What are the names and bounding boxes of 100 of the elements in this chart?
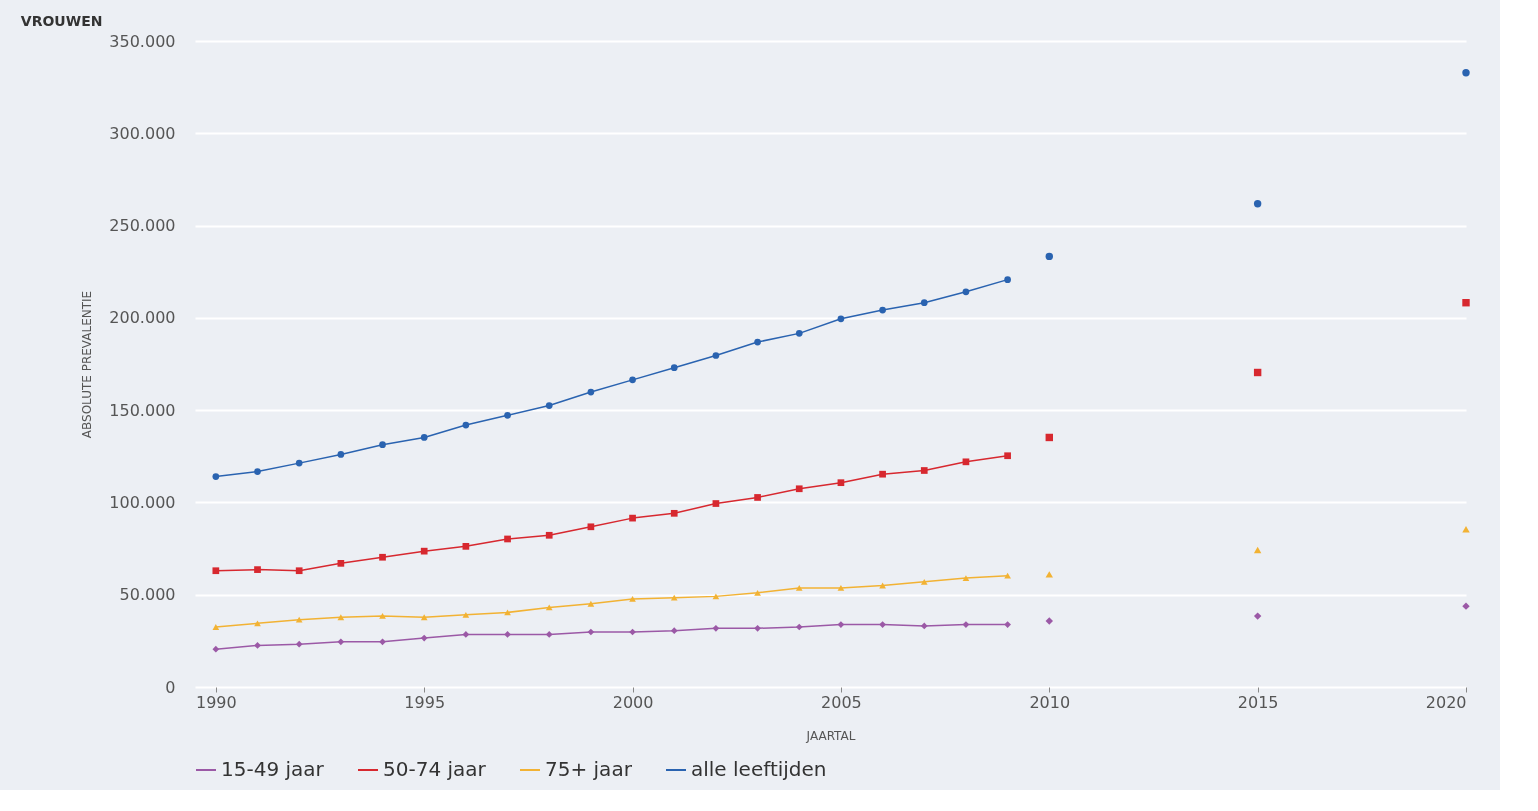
point [379,553,386,561]
point [754,589,761,596]
point [212,567,220,575]
point [337,451,345,458]
y-tick-label: 0 [165,677,176,697]
point [254,468,261,475]
point [754,494,761,501]
point [1004,452,1011,460]
point [795,485,803,493]
point [1004,276,1011,283]
legend-label: alle leeftijden [691,757,827,781]
point [1004,621,1011,628]
point [754,624,761,632]
point [879,306,886,314]
x-tick-label: 1995 [404,692,446,712]
point [379,613,386,619]
point [670,627,678,635]
point [462,631,470,638]
x-tick-label: 2010 [1029,692,1071,712]
point [295,640,303,648]
point [962,575,970,582]
y-tick-label: 100.000 [109,492,176,512]
point [670,509,678,517]
point [1462,299,1470,307]
point [545,402,553,409]
point [837,621,845,628]
point [420,434,428,441]
point [212,624,220,630]
point [420,614,428,621]
point [629,596,636,602]
text: VROUWEN [20,13,103,29]
y-tick-label: 250.000 [109,216,176,236]
point [879,470,886,478]
x-tick-label: 2000 [612,692,654,712]
point [295,459,303,467]
point [254,620,261,627]
point [1253,200,1262,208]
point [462,543,470,550]
x-tick-label: 1990 [195,692,237,712]
point [254,566,261,573]
point [337,614,345,621]
point [587,628,595,636]
y-tick-label: 150.000 [109,400,176,420]
point [295,616,303,623]
point [670,594,678,601]
point [629,376,636,384]
point [629,514,636,522]
point [795,623,803,631]
y-tick-label: 350.000 [109,31,176,51]
point [379,441,386,449]
point [1045,617,1053,625]
point [837,479,845,487]
point [587,523,595,531]
point [295,567,303,575]
point [212,473,220,480]
point [379,638,386,646]
point [712,624,720,632]
point [837,584,845,591]
point [1253,612,1262,620]
point [962,458,970,466]
point [254,642,261,649]
point [545,631,553,638]
point [1045,252,1053,261]
legend-label: 75+ jaar [545,757,633,781]
y-tick-label: 300.000 [109,123,176,143]
point [504,535,511,543]
point [504,411,511,419]
point [879,621,886,628]
x-tick-label: 2005 [821,692,862,712]
point [212,645,220,653]
point [712,500,720,507]
x-tick-label: 2015 [1237,692,1279,712]
point [1004,572,1011,579]
point [712,352,720,359]
point [670,364,678,372]
point [837,315,845,323]
point [1045,571,1053,578]
point [920,622,928,630]
point [462,421,470,429]
point [420,547,428,555]
point [337,559,345,567]
point [795,584,803,591]
point [1462,69,1470,77]
point [587,600,595,607]
point [754,338,761,346]
point [545,531,553,539]
y-tick-label: 200.000 [109,308,176,328]
point [337,638,345,646]
point [962,288,970,296]
legend-label: 50-74 jaar [383,757,487,781]
legend-label: 15-49 jaar [221,757,325,781]
point [462,611,470,618]
point [795,330,803,337]
point [420,634,428,642]
point [920,578,928,585]
point [504,631,511,638]
point [920,467,928,474]
y-tick-label: 50.000 [119,585,176,605]
y-axis-title: ABSOLUTE PREVALENTIE [80,290,95,439]
point [920,299,928,307]
